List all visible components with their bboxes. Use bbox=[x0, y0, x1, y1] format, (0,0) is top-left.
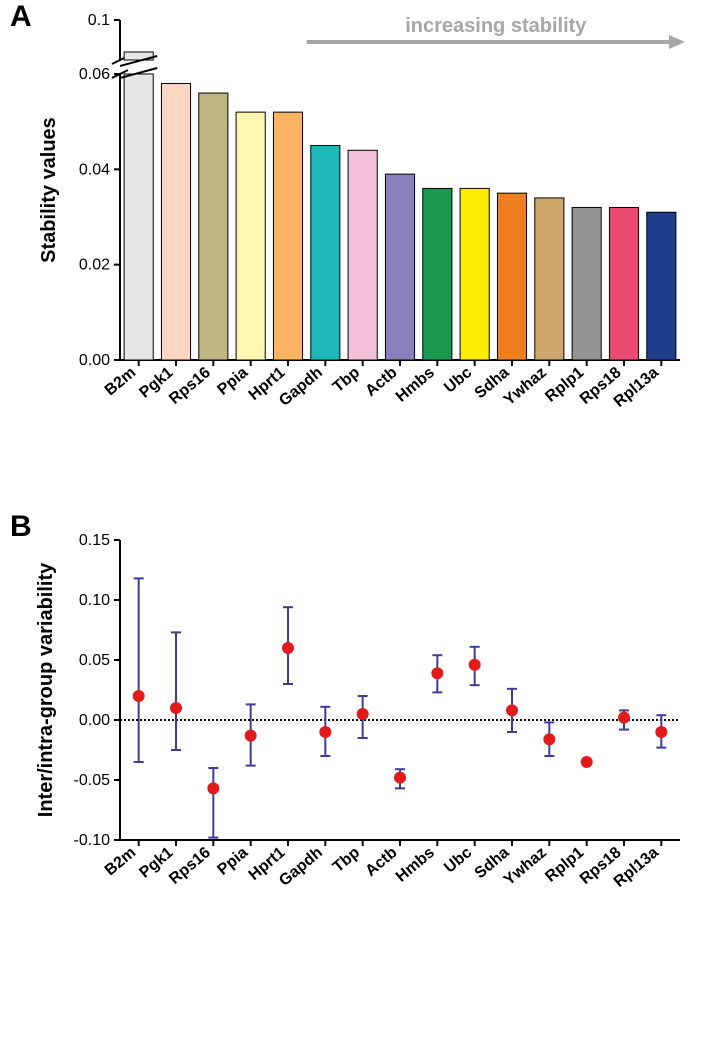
bar bbox=[236, 112, 265, 360]
data-point bbox=[469, 659, 481, 671]
panel-b-chart: -0.10 -0.05 0.00 0.05 0.10 0.15 Inter/intra-gr… bbox=[0, 500, 714, 1045]
bar bbox=[535, 198, 564, 360]
data-point bbox=[394, 772, 406, 784]
svg-text:0.00: 0.00 bbox=[79, 712, 110, 729]
data-point bbox=[133, 690, 145, 702]
svg-text:Rps16: Rps16 bbox=[166, 364, 214, 408]
bar bbox=[572, 207, 601, 360]
data-point bbox=[543, 733, 555, 745]
svg-text:0.1: 0.1 bbox=[88, 12, 110, 29]
svg-text:Gapdh: Gapdh bbox=[276, 844, 326, 890]
svg-text:Stability values: Stability values bbox=[38, 117, 60, 263]
svg-text:0.06: 0.06 bbox=[79, 66, 110, 83]
bar bbox=[199, 93, 228, 360]
svg-text:0.04: 0.04 bbox=[79, 161, 110, 178]
data-point bbox=[245, 730, 257, 742]
data-point bbox=[655, 726, 667, 738]
svg-text:-0.05: -0.05 bbox=[74, 772, 111, 789]
svg-text:Ubc: Ubc bbox=[441, 364, 475, 397]
bar bbox=[423, 188, 452, 360]
data-point bbox=[581, 756, 593, 768]
svg-text:Hmbs: Hmbs bbox=[393, 364, 438, 406]
svg-text:Ubc: Ubc bbox=[441, 844, 475, 877]
svg-text:Hmbs: Hmbs bbox=[393, 844, 438, 886]
svg-text:0.10: 0.10 bbox=[79, 592, 110, 609]
bar bbox=[385, 174, 414, 360]
bar bbox=[311, 146, 340, 361]
bar bbox=[647, 212, 676, 360]
data-point bbox=[506, 704, 518, 716]
data-point bbox=[618, 712, 630, 724]
bar bbox=[348, 150, 377, 360]
svg-text:Ywhaz: Ywhaz bbox=[501, 364, 550, 409]
panel-a-chart: 0.000.020.040.060.1Stability valuesB2mPg… bbox=[0, 0, 714, 500]
svg-text:Ywhaz: Ywhaz bbox=[501, 844, 550, 889]
svg-text:Tbp: Tbp bbox=[330, 364, 364, 396]
svg-text:-0.10: -0.10 bbox=[74, 832, 111, 849]
data-point bbox=[431, 667, 443, 679]
svg-text:Ppia: Ppia bbox=[214, 844, 251, 879]
bar bbox=[460, 188, 489, 360]
data-point bbox=[170, 702, 182, 714]
bar bbox=[497, 193, 526, 360]
svg-text:Rps16: Rps16 bbox=[166, 844, 214, 888]
data-point bbox=[319, 726, 331, 738]
data-point bbox=[282, 642, 294, 654]
page-root: A B 0.000.020.040.060.1Stability valuesB… bbox=[0, 0, 714, 1045]
svg-text:Inter/intra-group variability: Inter/intra-group variability bbox=[35, 562, 57, 817]
svg-text:0.15: 0.15 bbox=[79, 532, 110, 549]
svg-text:Tbp: Tbp bbox=[330, 844, 364, 876]
bar bbox=[609, 207, 638, 360]
data-point bbox=[357, 708, 369, 720]
svg-text:0.05: 0.05 bbox=[79, 652, 110, 669]
data-point bbox=[207, 782, 219, 794]
svg-text:B2m: B2m bbox=[102, 364, 139, 399]
bar bbox=[161, 84, 190, 360]
svg-text:Gapdh: Gapdh bbox=[276, 364, 326, 410]
svg-text:0.00: 0.00 bbox=[79, 352, 110, 369]
svg-text:Ppia: Ppia bbox=[214, 364, 251, 399]
svg-text:0.02: 0.02 bbox=[79, 257, 110, 274]
bar bbox=[273, 112, 302, 360]
svg-text:B2m: B2m bbox=[102, 844, 139, 879]
svg-text:increasing stability: increasing stability bbox=[405, 15, 587, 37]
